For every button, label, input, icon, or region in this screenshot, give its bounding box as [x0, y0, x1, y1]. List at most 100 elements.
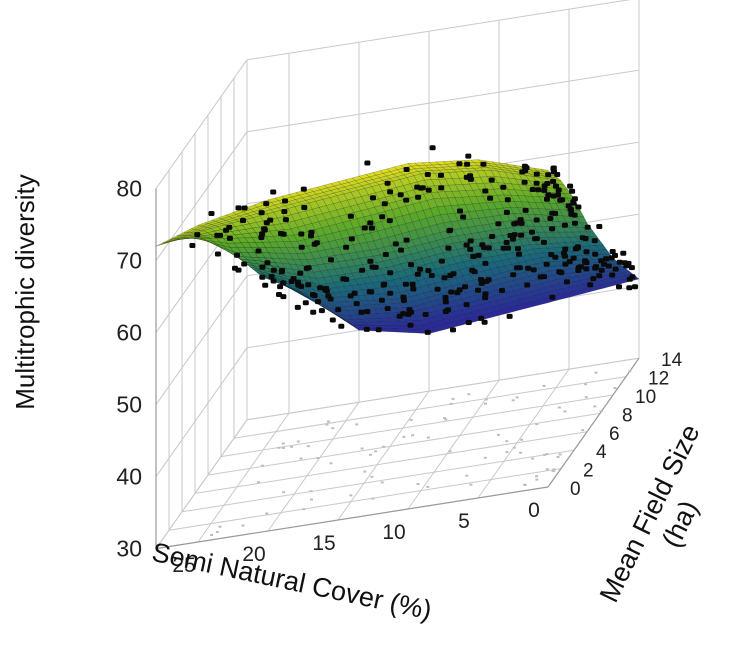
surface-patch	[368, 275, 380, 283]
surface-patch	[387, 316, 399, 322]
observation-point	[348, 236, 355, 242]
observation-point	[629, 274, 636, 280]
observation-point	[598, 267, 605, 273]
surface-patch	[295, 190, 307, 196]
surface-patch	[415, 227, 427, 239]
observation-point	[547, 216, 554, 221]
y-tick-label: 12	[648, 369, 669, 390]
surface-patch	[275, 241, 287, 248]
surface-patch	[437, 191, 449, 199]
floor-projection-point	[484, 402, 487, 405]
x-tick-label: 20	[242, 543, 265, 566]
surface-patch	[336, 207, 348, 217]
surface-patch	[502, 307, 514, 314]
surface-patch	[356, 234, 368, 244]
observation-point	[353, 301, 360, 307]
surface-patch	[310, 250, 322, 259]
observation-point	[305, 265, 312, 271]
observation-point	[438, 172, 444, 178]
surface-patch	[453, 228, 465, 236]
surface-patch	[489, 289, 501, 297]
surface-patch	[448, 277, 460, 286]
floor-projection-point	[520, 438, 524, 441]
surface-patch	[317, 249, 329, 258]
surface-patch	[369, 321, 382, 326]
surface-patch	[271, 257, 283, 264]
observation-point	[463, 302, 470, 308]
observation-point	[270, 189, 277, 195]
surface-patch	[364, 186, 376, 195]
surface-patch	[424, 276, 436, 286]
observation-point	[282, 217, 289, 223]
observation-point	[570, 200, 577, 206]
observation-point	[419, 185, 426, 191]
surface-patch	[320, 269, 332, 278]
surface-patch	[435, 161, 447, 165]
observation-point	[570, 255, 577, 261]
surface-patch	[313, 257, 325, 266]
floor-projection-point	[411, 434, 415, 437]
observation-point	[569, 188, 576, 194]
floor-projection-point	[371, 497, 375, 500]
surface-patch	[451, 190, 463, 198]
surface-patch	[335, 238, 347, 248]
observation-point	[470, 254, 477, 259]
surface-patch	[409, 294, 421, 302]
observation-point	[234, 252, 240, 258]
observation-point	[261, 226, 268, 232]
surface-patch	[286, 234, 298, 242]
observation-point	[616, 284, 622, 290]
surface-patch	[472, 189, 484, 197]
floor-projection-point	[402, 435, 406, 438]
observation-point	[596, 224, 603, 229]
surface-patch	[480, 250, 492, 259]
floor-projection-point	[299, 457, 303, 460]
surface-patch	[393, 263, 405, 273]
surface-patch	[330, 261, 342, 270]
observation-point	[403, 167, 410, 172]
frame-edge	[155, 486, 549, 550]
observation-point	[255, 248, 262, 254]
surface-patch	[406, 168, 419, 174]
surface-patch	[430, 178, 442, 187]
observation-point	[398, 247, 404, 253]
observation-point	[487, 195, 494, 201]
observation-point	[329, 317, 336, 323]
observation-point	[550, 166, 557, 172]
observation-point	[386, 218, 393, 224]
surface-patch	[454, 196, 466, 206]
observation-point	[384, 180, 391, 186]
surface-patch	[489, 278, 501, 286]
surface-patch	[366, 318, 378, 323]
surface-patch	[383, 259, 395, 268]
floor-projection-point	[535, 475, 539, 478]
observation-point	[368, 289, 375, 295]
surface-patch	[384, 312, 396, 318]
surface-patch	[411, 251, 423, 261]
surface-patch	[436, 222, 448, 233]
surface-patch	[327, 268, 339, 277]
floor-projection-point	[370, 475, 374, 478]
observation-point	[262, 282, 269, 288]
observation-point	[310, 309, 317, 315]
surface-patch	[336, 296, 348, 303]
observation-point	[562, 246, 569, 252]
surface-patch	[486, 188, 498, 196]
observation-point	[382, 252, 389, 257]
surface-patch	[331, 246, 343, 256]
surface-patch	[448, 166, 461, 170]
surface-patch	[162, 240, 173, 245]
observation-point	[543, 261, 550, 267]
floor-projection-point	[545, 468, 549, 471]
observation-point	[571, 196, 578, 202]
observation-point	[482, 291, 489, 297]
observation-point	[562, 261, 569, 267]
surface-patch	[329, 188, 342, 194]
surface-patch	[287, 206, 299, 215]
surface-patch	[352, 226, 364, 236]
surface-patch	[324, 248, 336, 257]
floor-projection-point	[310, 498, 313, 501]
floor-projection-point	[449, 402, 453, 405]
surface-patch	[348, 265, 360, 274]
observation-point	[278, 231, 284, 236]
